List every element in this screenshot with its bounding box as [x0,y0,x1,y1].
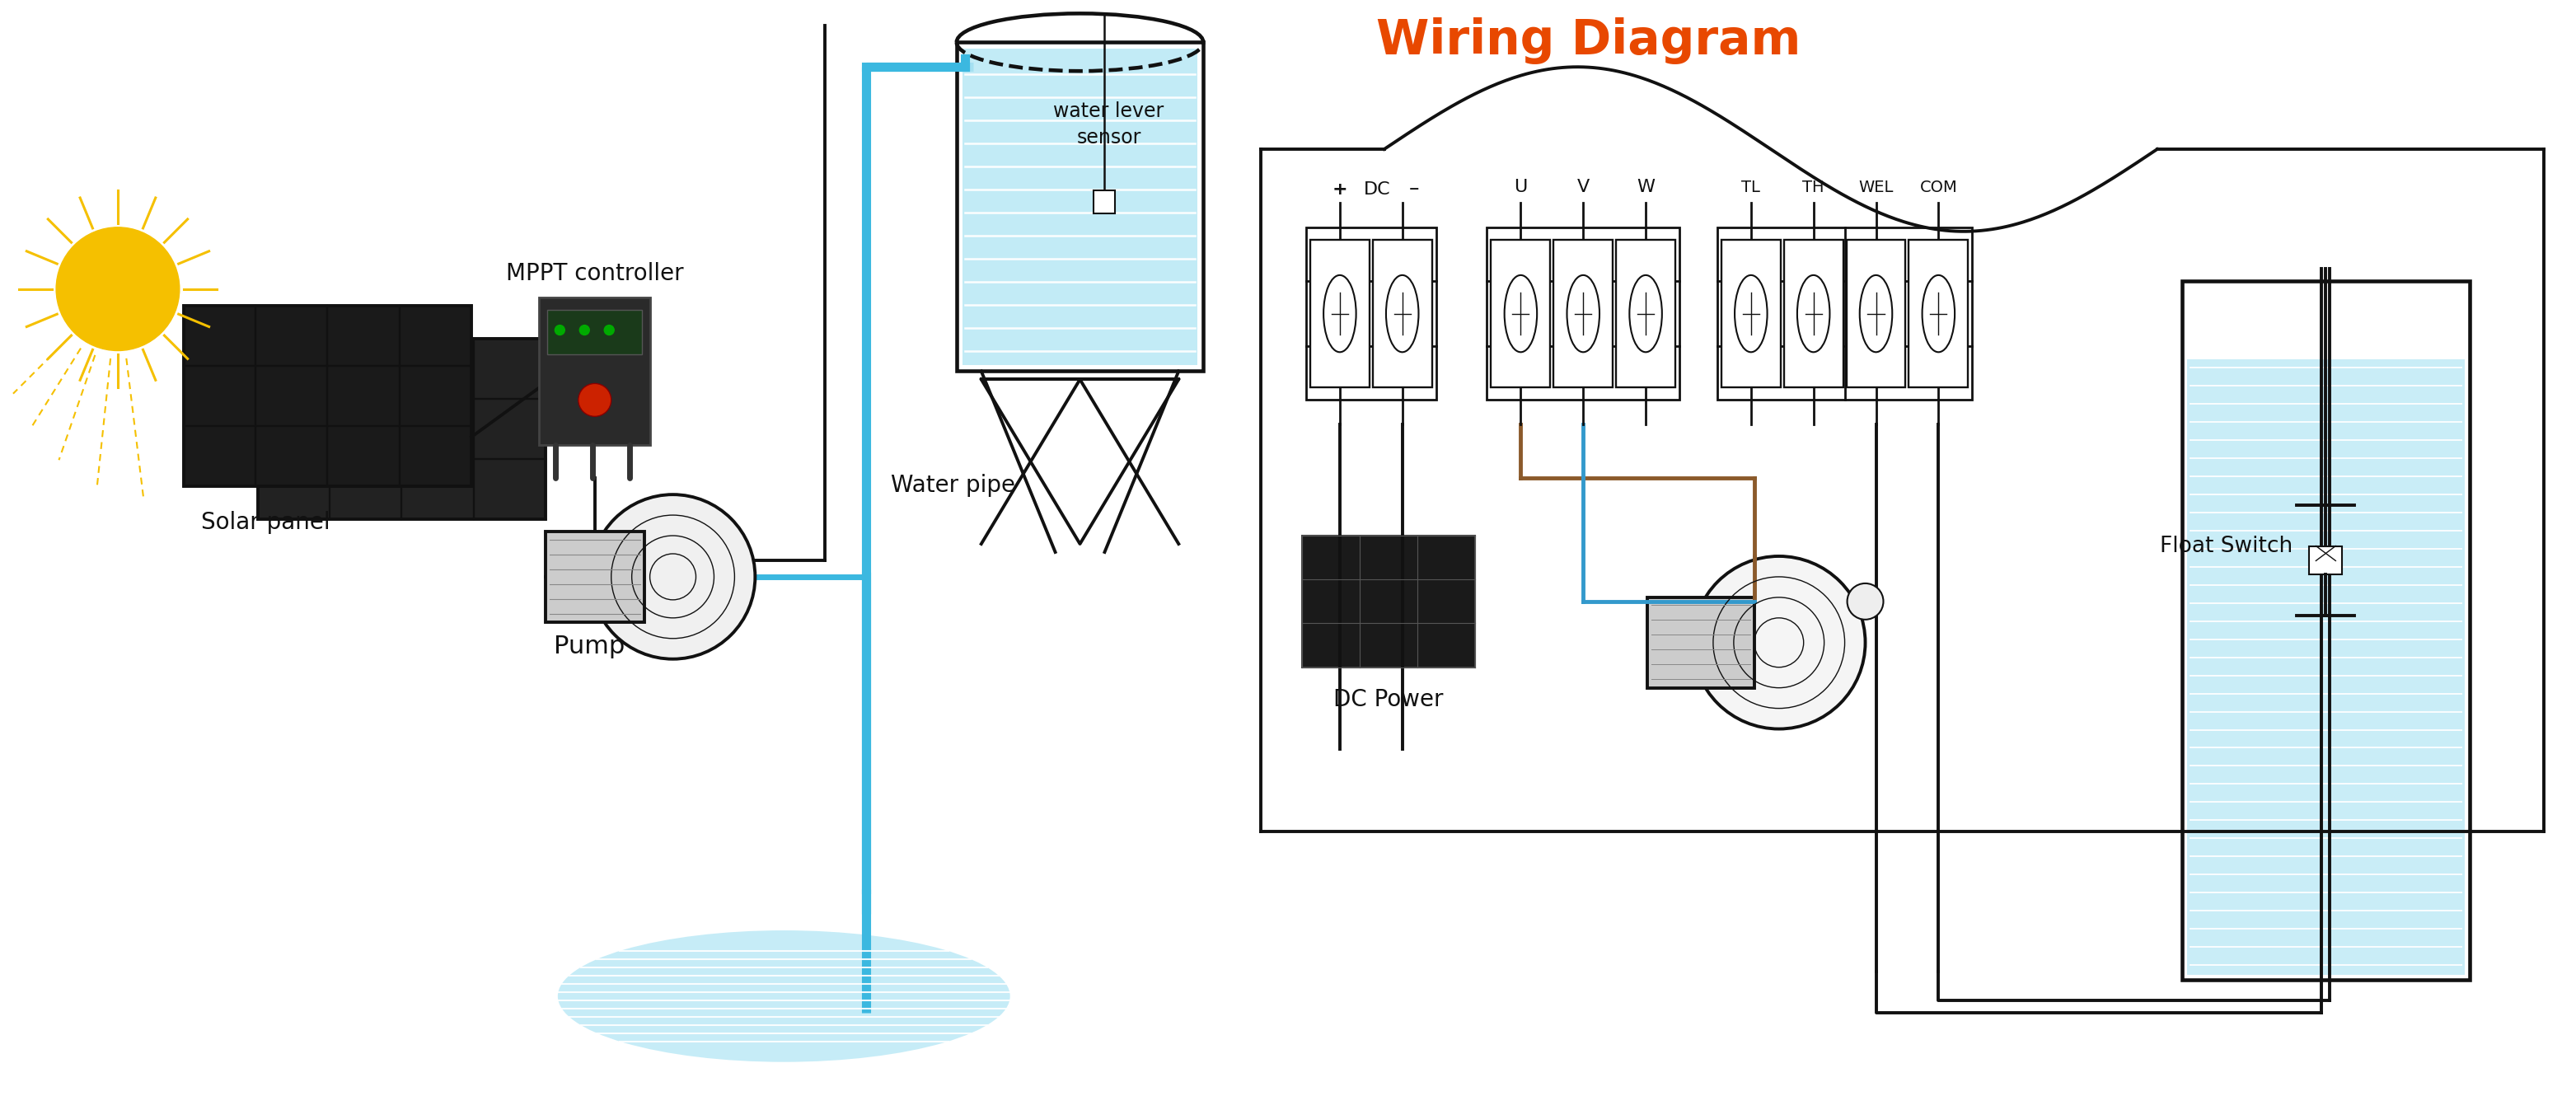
Bar [1615,240,1674,388]
Bar [183,306,471,487]
Bar [1095,191,1115,214]
Circle shape [554,326,564,335]
Text: +: + [1332,181,1347,197]
Text: Pump: Pump [554,635,626,659]
Bar [1553,240,1613,388]
Text: WEL: WEL [1857,180,1893,195]
Circle shape [57,227,180,351]
Circle shape [580,326,590,335]
Bar [1311,240,1370,388]
Bar [1721,240,1780,388]
Ellipse shape [1734,275,1767,352]
Ellipse shape [1860,275,1893,352]
Text: Solar panel: Solar panel [201,511,330,534]
Bar [549,309,641,355]
Bar [1718,227,1973,400]
Bar [2308,546,2342,574]
Text: V: V [1577,179,1589,195]
Ellipse shape [1324,275,1355,352]
Text: water lever
sensor: water lever sensor [1054,102,1164,147]
Ellipse shape [1504,275,1538,352]
Text: DC: DC [1363,181,1391,197]
Text: –: – [1409,179,1419,198]
Text: Wiring Diagram: Wiring Diagram [1376,18,1801,65]
Bar [2182,281,2470,980]
Bar [1649,597,1754,688]
Ellipse shape [1798,275,1829,352]
Bar [963,49,1198,365]
Text: TH: TH [1803,180,1824,195]
Text: TL: TL [1741,180,1759,195]
Bar [2187,359,2465,974]
Text: COM: COM [1919,180,1958,195]
Bar [1373,240,1432,388]
Text: U: U [1515,179,1528,195]
Circle shape [1847,583,1883,619]
Circle shape [580,384,611,416]
Text: MPPT controller: MPPT controller [505,262,683,285]
Text: Water pipe: Water pipe [891,473,1015,498]
Ellipse shape [1922,275,1955,352]
Ellipse shape [1631,275,1662,352]
Ellipse shape [1386,275,1419,352]
Bar [1306,227,1435,400]
Circle shape [590,494,755,659]
Bar [538,297,649,445]
Circle shape [1692,557,1865,729]
Bar [1492,240,1551,388]
Bar [1909,240,1968,388]
Ellipse shape [559,931,1010,1062]
Bar [1847,240,1906,388]
Bar [258,339,546,520]
Bar [546,532,644,623]
Text: Float Switch: Float Switch [2161,535,2293,557]
Text: W: W [1636,179,1654,195]
Bar [1301,536,1473,667]
Bar [1783,240,1842,388]
Bar [956,43,1203,372]
Circle shape [605,326,613,335]
Text: DC Power: DC Power [1334,688,1443,711]
Ellipse shape [1566,275,1600,352]
Bar [1486,227,1680,400]
